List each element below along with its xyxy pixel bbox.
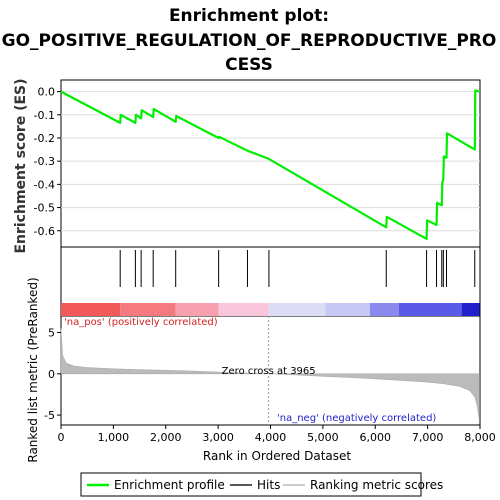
legend-label: Enrichment profile (114, 478, 225, 492)
x-tick-label: 7,000 (412, 431, 444, 444)
x-axis-ticks: 0 1,000 2,000 3,000 4,000 5,000 6,000 7,000 8,00… (58, 425, 496, 444)
ranking-y-tick-label: 0 (48, 368, 55, 381)
color-bar-segment (61, 303, 121, 316)
legend: Enrichment profile Hits Ranking metric sco… (87, 478, 443, 492)
neg-correlated-label: 'na_neg' (negatively correlated) (277, 413, 436, 424)
es-y-axis-label: Enrichment score (ES) (13, 78, 29, 253)
es-y-tick-label: -0.1 (34, 109, 55, 122)
x-axis-label: Rank in Ordered Dataset (203, 449, 351, 463)
x-tick-label: 4,000 (255, 431, 287, 444)
es-y-tick-label: -0.4 (34, 178, 55, 191)
color-bar-segment (325, 303, 371, 316)
es-y-tick-label: 0.0 (38, 86, 56, 99)
color-bar-segment (120, 303, 176, 316)
chart-title-line-2: GO_POSITIVE_REGULATION_OF_REPRODUCTIVE_P… (2, 31, 497, 51)
pos-correlated-label: 'na_pos' (positively correlated) (64, 317, 218, 328)
es-y-tick-label: -0.3 (34, 155, 55, 168)
x-tick-label: 8,000 (464, 431, 496, 444)
x-tick-label: 0 (58, 431, 65, 444)
ranking-metric-series (60, 328, 480, 422)
ranking-metric-area (60, 328, 480, 422)
x-tick-label: 5,000 (307, 431, 339, 444)
es-y-tick-label: -0.6 (34, 225, 55, 238)
ranking-y-tick-label: -5 (44, 409, 55, 422)
x-tick-label: 6,000 (360, 431, 392, 444)
color-bar-segment (461, 303, 480, 316)
enrichment-profile-line (60, 89, 480, 240)
chart-title-line-3: CESS (225, 55, 273, 75)
hit-marks (119, 250, 476, 287)
chart-title-line-1: Enrichment plot: (169, 6, 329, 26)
legend-label: Hits (257, 478, 280, 492)
color-bar-segment (398, 303, 462, 316)
enrichment-profile-series (60, 89, 480, 240)
zero-cross-label: Zero cross at 3965 (222, 366, 316, 377)
es-y-tick-label: -0.2 (34, 132, 55, 145)
color-bar-segment (175, 303, 219, 316)
ranking-y-axis-label: Ranked list metric (PreRanked) (26, 277, 40, 462)
color-bar-segment (218, 303, 269, 316)
x-tick-label: 3,000 (202, 431, 234, 444)
color-bar-segment (268, 303, 326, 316)
ranking-y-tick-label: 5 (48, 327, 55, 340)
ranking-y-ticks: 5 0 -5 (44, 327, 61, 422)
color-bar-segment (370, 303, 399, 316)
x-tick-label: 1,000 (98, 431, 130, 444)
es-y-ticks: 0.0 -0.1 -0.2 -0.3 -0.4 -0.5 -0.6 (34, 86, 61, 238)
es-y-tick-label: -0.5 (34, 202, 55, 215)
x-tick-label: 2,000 (150, 431, 182, 444)
rank-color-bar (61, 303, 480, 316)
es-gridlines (61, 91, 480, 232)
legend-label: Ranking metric scores (310, 478, 443, 492)
es-panel-frame (60, 79, 481, 248)
